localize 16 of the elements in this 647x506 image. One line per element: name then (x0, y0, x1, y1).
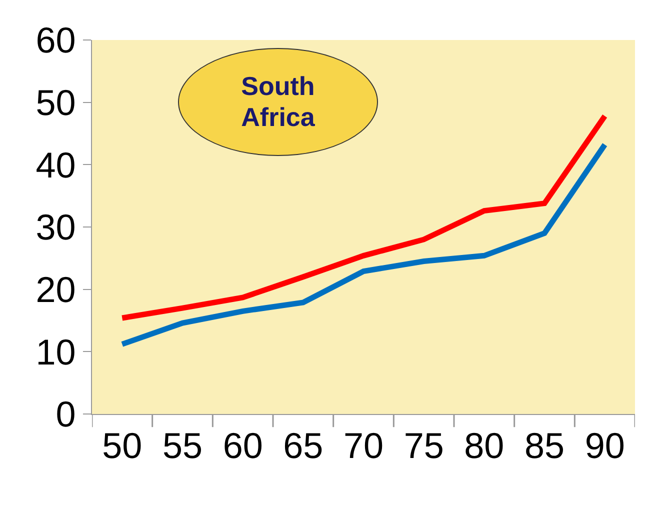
y-tick-label: 20 (36, 268, 76, 310)
y-tick-label: 10 (36, 331, 76, 372)
x-tick-label: 50 (102, 425, 142, 466)
x-tick-label: 55 (162, 425, 203, 466)
x-tick-label: 60 (222, 425, 263, 466)
y-tick-label: 30 (36, 206, 76, 248)
x-tick-label: 75 (404, 425, 444, 466)
y-tick-label: 40 (36, 144, 76, 186)
x-tick-label: 85 (524, 425, 565, 466)
y-tick-label: 60 (36, 20, 76, 61)
x-tick-label: 65 (283, 425, 324, 466)
y-tick-label: 0 (56, 394, 76, 435)
x-tick-label: 80 (464, 425, 504, 466)
x-tick-label: 70 (343, 425, 384, 466)
y-tick-label: 50 (36, 82, 76, 123)
x-tick-label: 90 (584, 425, 625, 466)
